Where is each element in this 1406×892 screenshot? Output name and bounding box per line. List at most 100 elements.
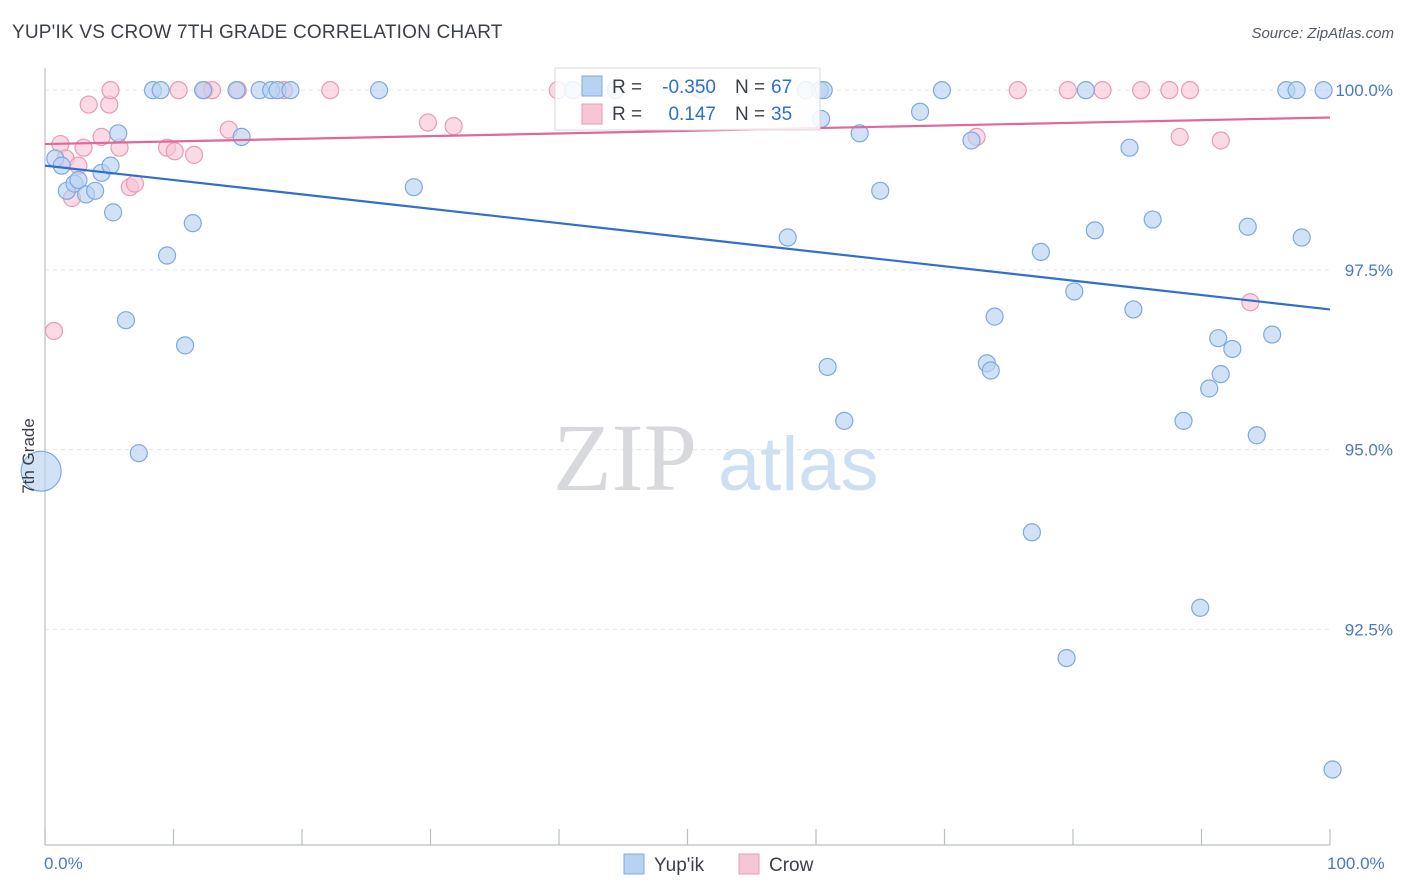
x-axis-ticks: [44, 829, 1331, 845]
crow-point: [169, 81, 188, 100]
yupik-point: [1211, 365, 1230, 384]
y-tick-labels: 100.0% 97.5% 95.0% 92.5%: [1335, 81, 1393, 639]
yupik-point: [1022, 523, 1041, 542]
crow-point: [44, 321, 64, 341]
yupik-point: [370, 81, 389, 100]
yupik-point: [129, 444, 148, 463]
watermark-atlas: atlas: [718, 422, 879, 507]
crow-point: [184, 145, 204, 164]
series-yupik-points: [20, 81, 1342, 779]
legend-swatch-yupik: [581, 75, 603, 97]
crow-point: [74, 138, 93, 157]
yupik-point: [1076, 81, 1095, 100]
yupik-point: [69, 170, 88, 190]
yupik-point: [835, 411, 854, 430]
yupik-large-point: [20, 450, 62, 492]
yupik-point: [1209, 329, 1228, 348]
crow-point: [1058, 81, 1077, 100]
chart-title: YUP'IK VS CROW 7TH GRADE CORRELATION CHA…: [12, 22, 503, 43]
yupik-point: [1238, 217, 1257, 236]
y-tick-label: 95.0%: [1345, 441, 1393, 460]
yupik-point: [981, 361, 1000, 380]
y-axis-label: 7th Grade: [19, 418, 38, 494]
yupik-point: [1223, 339, 1242, 359]
crow-point: [418, 113, 438, 132]
yupik-point: [52, 156, 71, 175]
yupik-point: [183, 214, 202, 233]
yupik-point: [175, 336, 195, 355]
crow-point: [125, 174, 145, 193]
yupik-point: [1031, 242, 1050, 262]
yupik-point: [1263, 325, 1282, 344]
yupik-point: [985, 307, 1004, 326]
yupik-point: [101, 156, 120, 175]
yupik-point: [109, 124, 128, 143]
crow-point: [1170, 127, 1189, 146]
crow-point: [1211, 131, 1230, 150]
yupik-point: [193, 81, 213, 100]
yupik-point: [1120, 138, 1139, 157]
trend-lines: [44, 116, 1331, 311]
yupik-point: [1191, 598, 1210, 617]
yupik-point: [86, 181, 105, 200]
yupik-point: [818, 357, 837, 377]
yupik-trend-line: [44, 164, 1331, 311]
yupik-point: [1174, 411, 1193, 430]
crow-point: [1008, 81, 1027, 100]
yupik-point: [871, 181, 890, 200]
yupik-point: [1065, 282, 1084, 301]
bottom-legend-swatch-yupik: [623, 853, 645, 875]
legend-r-value-yupik: -0.350: [662, 77, 716, 98]
crow-point: [321, 81, 340, 100]
yupik-point: [850, 124, 869, 143]
yupik-point: [104, 203, 123, 222]
yupik-point: [1314, 81, 1333, 100]
legend-n-label-yupik: N =: [735, 77, 765, 98]
crow-point: [444, 117, 463, 136]
yupik-point: [151, 81, 170, 100]
legend-n-value-yupik: 67: [771, 77, 792, 98]
legend-r-label-crow: R =: [612, 104, 642, 125]
crow-trend-line: [44, 116, 1331, 146]
yupik-point: [1323, 760, 1342, 779]
crow-point: [1160, 81, 1179, 100]
yupik-point: [778, 228, 797, 247]
x-tick-label-min: 0.0%: [44, 854, 83, 873]
bottom-legend-swatch-crow: [738, 853, 760, 875]
bottom-legend-label-crow: Crow: [769, 855, 814, 876]
legend-r-value-crow: 0.147: [668, 104, 716, 125]
crow-point: [1132, 81, 1151, 100]
grid-lines: [45, 89, 1330, 630]
yupik-point: [1143, 210, 1162, 229]
series-legend: Yup'ik Crow: [623, 853, 814, 876]
yupik-point: [962, 131, 981, 150]
legend-n-label-crow: N =: [735, 104, 765, 125]
crow-point: [1180, 81, 1200, 100]
yupik-point: [910, 102, 930, 121]
yupik-point: [232, 127, 251, 146]
yupik-point: [1200, 379, 1219, 398]
crow-point: [165, 142, 184, 161]
crow-point: [101, 81, 120, 100]
y-tick-label: 100.0%: [1335, 81, 1393, 100]
source-label: Source: ZipAtlas.com: [1251, 25, 1394, 42]
y-tick-label: 97.5%: [1345, 261, 1393, 280]
yupik-point: [227, 81, 246, 100]
stats-legend: R = -0.350 N = 67 R = 0.147 N = 35: [554, 67, 821, 131]
legend-swatch-crow: [581, 103, 603, 125]
yupik-point: [404, 178, 423, 197]
crow-point: [79, 95, 98, 114]
watermark-zip: ZIP: [553, 404, 697, 511]
yupik-point: [1124, 300, 1143, 319]
yupik-point: [1247, 426, 1266, 445]
yupik-point: [1085, 221, 1104, 240]
legend-n-value-crow: 35: [771, 104, 792, 125]
yupik-point: [116, 311, 136, 330]
legend-r-label-yupik: R =: [612, 77, 642, 98]
yupik-point: [281, 81, 300, 100]
yupik-point: [1287, 81, 1306, 100]
yupik-point: [932, 81, 952, 100]
yupik-point: [1057, 648, 1076, 668]
x-tick-label-max: 100.0%: [1327, 854, 1385, 873]
